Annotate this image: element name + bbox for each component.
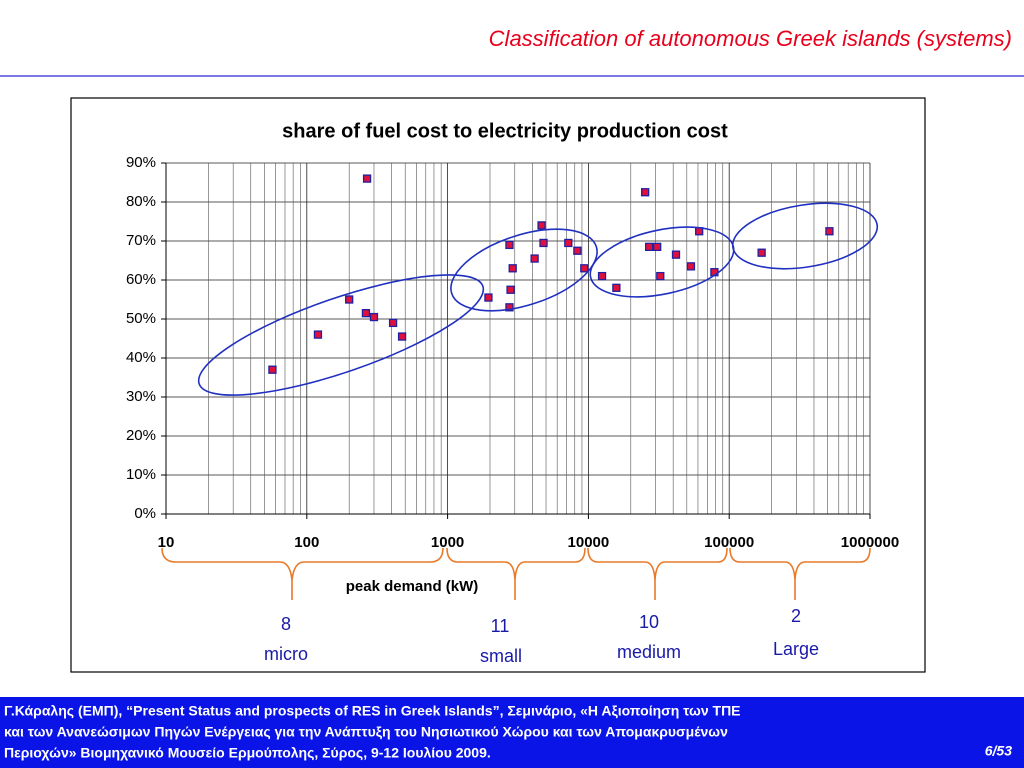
point	[530, 254, 539, 263]
point	[484, 293, 493, 302]
brace-medium	[587, 547, 728, 600]
point	[313, 330, 323, 339]
group-count: 2	[791, 606, 801, 626]
point	[362, 174, 372, 183]
point	[505, 240, 514, 250]
y-tick-label: 60%	[126, 271, 156, 288]
y-tick-label: 10%	[126, 466, 156, 483]
y-tick-label: 70%	[126, 232, 156, 249]
point	[345, 295, 354, 304]
y-tick-label: 80%	[126, 193, 156, 210]
x-tick-label: 100000	[704, 534, 754, 551]
footer-line: και των Ανανεώσιμων Πηγών Ενέργειας για …	[4, 724, 728, 740]
group-labels: 8 micro 11 small 10 medium 2 Large	[264, 606, 819, 666]
point	[564, 238, 573, 248]
point	[686, 262, 696, 271]
footer-line: Γ.Κάραλης (ΕΜΠ), “Present Status and pro…	[4, 703, 741, 719]
footer-band	[0, 697, 1024, 768]
group-ellipses	[197, 202, 879, 396]
x-tick-label: 10	[158, 534, 175, 551]
point	[612, 283, 621, 292]
point	[388, 318, 398, 328]
point	[580, 264, 589, 273]
point	[539, 238, 548, 248]
x-tick-label: 10000	[568, 534, 610, 551]
y-tick-label: 50%	[126, 310, 156, 327]
x-tick-label: 1000	[431, 534, 464, 551]
brace-small	[446, 547, 586, 600]
ellipse-large	[731, 202, 879, 270]
ellipse-small	[450, 228, 598, 312]
point	[597, 271, 607, 281]
group-count: 8	[281, 614, 291, 634]
point	[757, 248, 766, 257]
group-label: small	[480, 646, 522, 666]
plot: 0% 10% 20% 30% 40% 50% 60% 70% 80% 90% 10 100 1000 10…	[126, 154, 899, 551]
y-tick-label: 40%	[126, 349, 156, 366]
ellipse-micro	[197, 274, 485, 396]
brace-micro	[161, 547, 444, 600]
x-tick-label: 100	[294, 534, 319, 551]
group-label: Large	[773, 639, 819, 659]
y-tick-label: 0%	[134, 505, 156, 522]
y-tick-label: 90%	[126, 154, 156, 171]
y-tick-label: 20%	[126, 427, 156, 444]
point	[537, 221, 546, 230]
point	[671, 250, 681, 259]
point	[397, 332, 407, 341]
footer-line: Περιοχών» Βιομηχανικό Μουσείο Ερμούπολης…	[4, 745, 491, 761]
slide-title: Classification of autonomous Greek islan…	[489, 26, 1012, 51]
point	[505, 303, 514, 312]
chart-title: share of fuel cost to electricity produc…	[282, 120, 728, 142]
point	[361, 308, 371, 318]
page-number: 6/53	[985, 743, 1012, 759]
x-axis-label: peak demand (kW)	[346, 578, 479, 595]
y-tick-label: 30%	[126, 388, 156, 405]
x-tick-label: 1000000	[841, 534, 899, 551]
point	[369, 312, 379, 322]
group-label: micro	[264, 644, 308, 664]
point	[573, 246, 582, 255]
point	[653, 242, 662, 252]
footer: Γ.Κάραλης (ΕΜΠ), “Present Status and pro…	[4, 703, 1012, 761]
braces	[161, 547, 871, 600]
point	[644, 242, 654, 252]
group-count: 11	[491, 616, 510, 636]
point	[641, 188, 650, 197]
point	[825, 227, 834, 236]
group-label: medium	[617, 642, 681, 662]
point	[508, 264, 517, 273]
point	[656, 271, 665, 281]
brace-large	[729, 547, 871, 600]
group-count: 10	[639, 612, 659, 632]
point	[268, 365, 277, 374]
point	[506, 285, 515, 294]
